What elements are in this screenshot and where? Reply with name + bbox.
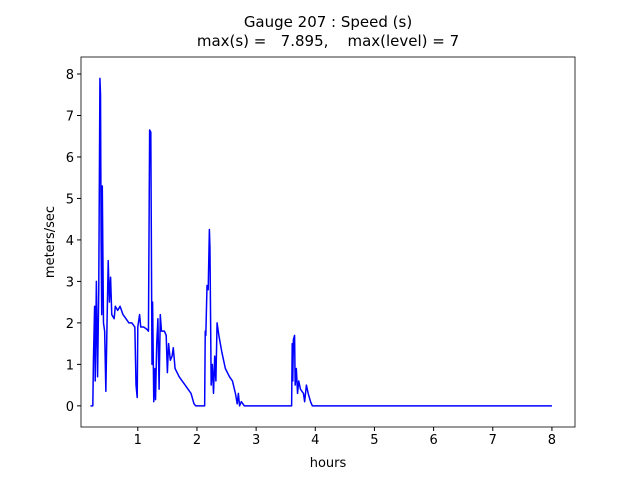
y-tick-label: 3 [66,275,74,290]
y-tick-label: 8 [66,68,74,83]
x-tick-label: 8 [548,433,556,448]
x-tick-label: 4 [311,433,319,448]
y-tick-label: 6 [66,151,74,166]
plot-frame [80,56,576,428]
chart-title: Gauge 207 : Speed (s) [244,13,412,31]
y-tick-label: 0 [66,400,74,415]
x-tick-label: 1 [134,433,142,448]
chart-subtitle: max(s) = 7.895, max(level) = 7 [197,32,459,50]
y-tick-label: 7 [66,109,74,124]
y-tick-label: 1 [66,358,74,373]
x-tick-label: 5 [370,433,378,448]
x-axis-label: hours [310,456,347,471]
x-tick-label: 2 [193,433,201,448]
data-line [90,77,552,407]
y-tick-label: 2 [66,317,74,332]
y-axis-label: meters/sec [43,206,58,278]
x-tick-label: 6 [429,433,437,448]
y-tick-label: 4 [66,234,74,249]
x-tick-label: 3 [252,433,260,448]
x-tick-label: 7 [489,433,497,448]
y-tick-label: 5 [66,192,74,207]
